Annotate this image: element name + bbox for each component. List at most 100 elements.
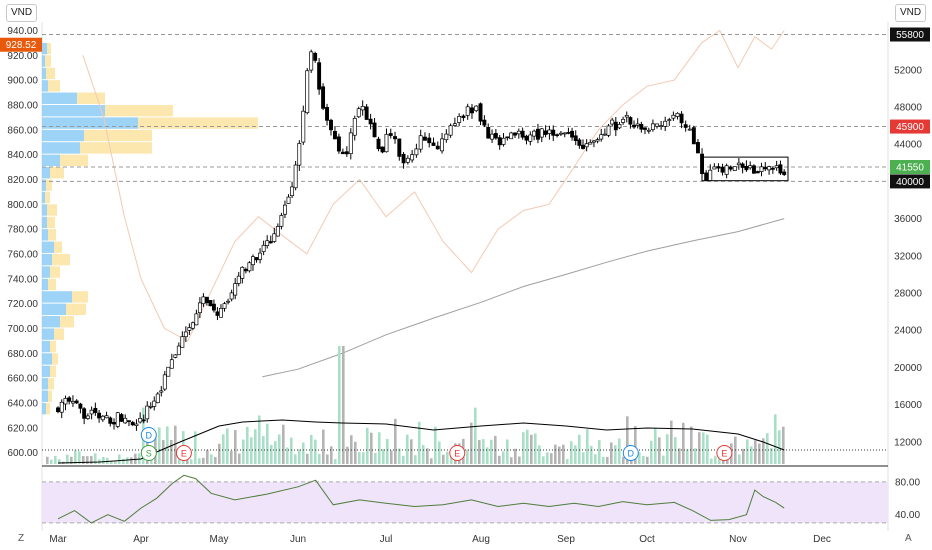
volume-bar (666, 434, 669, 464)
candle (254, 257, 259, 263)
candle (478, 102, 483, 126)
candle-body (89, 409, 94, 415)
volume-bar (330, 446, 333, 464)
event-marker[interactable]: E (716, 445, 733, 461)
candle (388, 128, 393, 139)
month-label: Mar (49, 534, 67, 545)
volume-bar (378, 432, 381, 464)
volume-bar (286, 447, 289, 464)
candle-body (130, 421, 135, 426)
candle-body (236, 275, 241, 284)
candle-body (123, 417, 128, 424)
volume-bar (534, 433, 537, 464)
candle (547, 125, 552, 140)
candle (115, 411, 120, 429)
candle (659, 120, 664, 130)
event-marker-circle (622, 445, 639, 461)
candle-body (478, 103, 483, 122)
candle-body (782, 171, 787, 175)
candle-body (595, 139, 600, 142)
volume-bar (234, 430, 237, 464)
candle-body (581, 144, 585, 149)
candle (423, 132, 427, 141)
rsi-tick-label: 80.00 (895, 477, 920, 488)
currency-label-right[interactable]: VND (895, 4, 927, 22)
volume-bar (766, 433, 769, 464)
month-label: May (210, 534, 229, 545)
candle (744, 160, 749, 172)
currency-label-left[interactable]: VND (6, 4, 38, 22)
volume-bar (706, 434, 709, 464)
volume-bar (114, 461, 117, 464)
candle (258, 248, 263, 264)
right-axis-tick: 16000 (894, 400, 922, 411)
candle-body (356, 108, 361, 118)
profile-bar-sell (46, 402, 50, 415)
candle (56, 406, 60, 414)
candle (748, 161, 753, 170)
candle-body (646, 129, 651, 132)
right-axis-tick: 32000 (894, 251, 922, 262)
volume-bar (382, 449, 385, 464)
candle-body (663, 120, 668, 127)
event-marker[interactable]: E (175, 445, 192, 461)
profile-bar-buy (42, 402, 46, 415)
volume-bar (558, 446, 561, 464)
event-marker[interactable]: D (140, 427, 157, 443)
volume-bar (106, 457, 109, 464)
candle (501, 133, 506, 147)
candle-body (293, 164, 298, 189)
profile-bar-buy (42, 229, 48, 241)
volume-bar (482, 439, 485, 464)
candle (155, 392, 160, 404)
candle-body (748, 165, 753, 169)
volume-bar (778, 430, 781, 464)
candle (493, 128, 498, 140)
candle-body (233, 283, 238, 296)
candle-body (56, 407, 60, 413)
zoom-corner-button[interactable]: Z (18, 533, 25, 544)
price-line-tag (890, 160, 930, 175)
candle-body (602, 133, 607, 136)
candle-body (720, 166, 725, 173)
event-marker[interactable]: S (140, 445, 157, 461)
month-label: Nov (729, 534, 747, 545)
candle-body (360, 105, 365, 111)
left-axis-tick: 860.00 (7, 125, 38, 136)
month-label: Apr (133, 534, 149, 545)
volume-bar (606, 456, 609, 464)
volume-bar (126, 457, 129, 464)
volume-bar (530, 434, 533, 464)
volume-bar (158, 427, 161, 464)
volume-bar (582, 452, 585, 464)
candle-body (410, 154, 415, 161)
left-axis-tick: 700.00 (7, 324, 38, 335)
auto-scale-button[interactable]: A (905, 533, 912, 544)
candle (573, 130, 578, 146)
candle (301, 105, 306, 145)
candle-body (588, 142, 593, 145)
candle (108, 416, 113, 427)
profile-bar-sell (48, 80, 60, 92)
volume-bar (326, 454, 329, 464)
candle-body (708, 169, 713, 182)
last-value-label: 928.52 (6, 40, 37, 51)
event-marker[interactable]: E (449, 445, 466, 461)
volume-bar (414, 455, 417, 464)
profile-bar-sell (54, 328, 64, 340)
profile-bar-buy (42, 104, 105, 117)
candle-body (767, 166, 772, 171)
volume-bar (782, 426, 785, 464)
candle (431, 137, 436, 146)
left-axis-tick: 780.00 (7, 225, 38, 236)
candle-body (321, 86, 326, 109)
candle-body (482, 119, 487, 126)
event-marker[interactable]: D (622, 445, 639, 461)
candle-body (613, 121, 618, 131)
candle-body (427, 137, 432, 144)
candle-body (219, 308, 223, 318)
volume-bar (526, 429, 529, 464)
candle-body (650, 123, 655, 130)
candle (624, 111, 629, 123)
